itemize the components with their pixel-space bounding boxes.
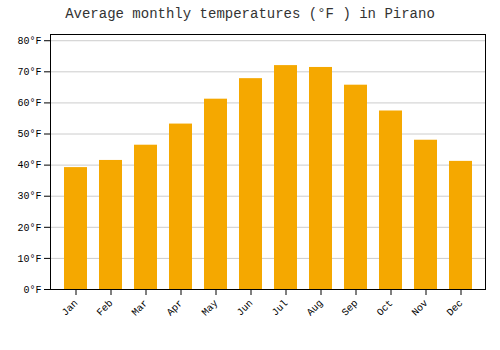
- svg-text:Sep: Sep: [340, 298, 361, 319]
- svg-text:Mar: Mar: [130, 298, 151, 319]
- svg-text:30°F: 30°F: [17, 191, 41, 202]
- svg-text:60°F: 60°F: [17, 98, 41, 109]
- svg-text:50°F: 50°F: [17, 129, 41, 140]
- svg-text:Jun: Jun: [235, 298, 256, 319]
- svg-text:Aug: Aug: [305, 298, 326, 319]
- svg-text:70°F: 70°F: [17, 67, 41, 78]
- svg-text:Apr: Apr: [165, 298, 186, 319]
- html-text:Average monthly temperatures (: Average monthly temperatures (°F ) in Pi…: [65, 6, 435, 22]
- svg-text:Nov: Nov: [410, 298, 431, 319]
- svg-text:Jul: Jul: [270, 298, 291, 319]
- svg-text:Oct: Oct: [375, 298, 396, 319]
- svg-text:May: May: [200, 298, 221, 319]
- svg-text:80°F: 80°F: [17, 36, 41, 47]
- svg-text:Dec: Dec: [445, 298, 466, 319]
- svg-text:20°F: 20°F: [17, 223, 41, 234]
- svg-text:10°F: 10°F: [17, 254, 41, 265]
- svg-text:0°F: 0°F: [23, 285, 41, 296]
- svg-text:Jan: Jan: [60, 298, 81, 319]
- svg-text:Feb: Feb: [95, 298, 116, 319]
- svg-text:40°F: 40°F: [17, 160, 41, 171]
